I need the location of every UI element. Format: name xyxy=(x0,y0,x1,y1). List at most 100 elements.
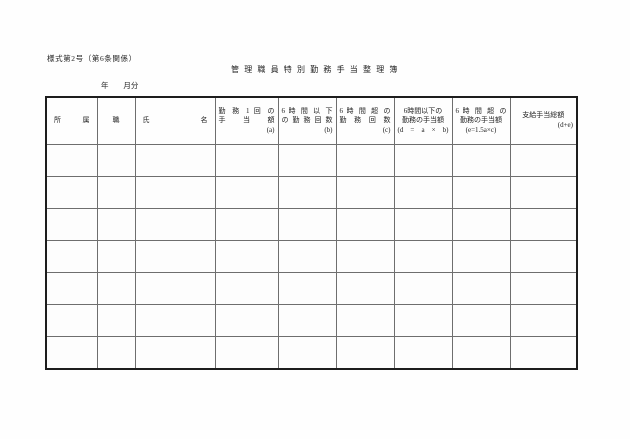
table-cell xyxy=(96,208,136,241)
table-cell xyxy=(393,304,453,337)
table-cell xyxy=(134,272,216,305)
table-cell xyxy=(335,208,395,241)
col-allowance-per-duty-header: 勤 務 1 回 の 手 当 額 (a) xyxy=(214,96,279,145)
table-cell xyxy=(45,240,98,273)
table-cell xyxy=(45,336,98,370)
table-cell xyxy=(96,304,136,337)
table-cell xyxy=(335,336,395,370)
table-cell xyxy=(393,336,453,370)
table-cell xyxy=(393,208,453,241)
table-cell xyxy=(96,176,136,209)
period-month-label: 月分 xyxy=(123,81,139,90)
table-cell xyxy=(335,144,395,177)
col-count-over-6h-header: 6 時 間 超 の 勤 務 回 数 (c) xyxy=(335,96,395,145)
table-cell xyxy=(277,304,337,337)
header-line: 勤務の手当額 xyxy=(402,116,444,125)
table-body xyxy=(45,144,578,370)
table-row xyxy=(45,176,578,209)
table-cell xyxy=(134,208,216,241)
table-cell xyxy=(393,144,453,177)
table-cell xyxy=(509,272,578,305)
table-cell xyxy=(335,176,395,209)
table-cell xyxy=(45,272,98,305)
table-cell xyxy=(45,208,98,241)
table-cell xyxy=(214,304,279,337)
period-year-label: 年 xyxy=(101,81,109,90)
table-cell xyxy=(509,304,578,337)
table-cell xyxy=(277,176,337,209)
table-cell xyxy=(393,176,453,209)
table-cell xyxy=(214,336,279,370)
table-cell xyxy=(277,272,337,305)
table-row xyxy=(45,144,578,177)
table-cell xyxy=(45,176,98,209)
table-cell xyxy=(214,272,279,305)
table-cell xyxy=(277,240,337,273)
col-position-header: 職 xyxy=(96,96,136,145)
header-line: 6 時 間 以 下 xyxy=(281,106,333,115)
header-line: の 勤 務 回 数 xyxy=(281,116,333,125)
table-row xyxy=(45,208,578,241)
col-name-header: 氏 名 xyxy=(134,96,216,145)
table-cell xyxy=(96,336,136,370)
header-line: 6 時 間 超 の xyxy=(455,106,507,115)
table-cell xyxy=(451,336,511,370)
table-cell xyxy=(451,304,511,337)
header-line: (a) xyxy=(266,125,275,134)
header-line: 手 当 額 xyxy=(218,116,275,125)
table-cell xyxy=(451,272,511,305)
table-cell xyxy=(451,240,511,273)
table-cell xyxy=(214,144,279,177)
table-cell xyxy=(335,304,395,337)
table-cell xyxy=(96,240,136,273)
table-cell xyxy=(45,144,98,177)
header-line: 職 xyxy=(112,116,120,125)
table-cell xyxy=(451,208,511,241)
table-cell xyxy=(509,336,578,370)
header-line: (c) xyxy=(382,125,391,134)
col-count-6h-or-less-header: 6 時 間 以 下 の 勤 務 回 数 (b) xyxy=(277,96,337,145)
header-line: 6時間以下の xyxy=(403,106,443,115)
table-cell xyxy=(335,272,395,305)
table-cell xyxy=(96,272,136,305)
table-cell xyxy=(134,240,216,273)
table-cell xyxy=(451,176,511,209)
table-row xyxy=(45,272,578,305)
table-cell xyxy=(509,176,578,209)
table-cell xyxy=(96,144,136,177)
table-cell xyxy=(45,304,98,337)
header-line: 所 属 xyxy=(54,116,90,125)
header-line: (d+e) xyxy=(557,121,573,129)
header-line: 支給手当総額 xyxy=(522,111,565,120)
table-cell xyxy=(509,144,578,177)
page-title: 管 理 職 員 特 別 勤 務 手 当 整 理 簿 xyxy=(231,65,399,74)
table-cell xyxy=(509,208,578,241)
col-affiliation-header: 所 属 xyxy=(45,96,98,145)
table-cell xyxy=(509,240,578,273)
table-cell xyxy=(277,144,337,177)
form-number: 様式第2号（第6条関係） xyxy=(47,54,137,63)
table-cell xyxy=(134,176,216,209)
header-line: 勤 務 回 数 xyxy=(339,116,391,125)
table-cell xyxy=(277,336,337,370)
header-line: (d = a × b) xyxy=(397,125,449,134)
col-total-paid-header: 支給手当総額 (d+e) xyxy=(509,96,578,145)
table-row xyxy=(45,304,578,337)
col-allowance-6h-or-less-header: 6時間以下の 勤務の手当額 (d = a × b) xyxy=(393,96,453,145)
table-cell xyxy=(393,272,453,305)
table-cell xyxy=(451,144,511,177)
table-cell xyxy=(277,208,337,241)
table-cell xyxy=(214,176,279,209)
header-line: (b) xyxy=(324,125,333,134)
header-line: (e=1.5a×c) xyxy=(465,125,497,134)
table-cell xyxy=(134,144,216,177)
table-cell xyxy=(134,336,216,370)
allowance-table: 所 属 職 氏 名 勤 務 1 回 の 手 当 額 (a) 6 時 間 以 下 … xyxy=(45,96,578,370)
period-line: 年 月分 xyxy=(101,80,138,91)
table-cell xyxy=(214,208,279,241)
table-row xyxy=(45,336,578,370)
table-header: 所 属 職 氏 名 勤 務 1 回 の 手 当 額 (a) 6 時 間 以 下 … xyxy=(45,96,578,145)
table-row xyxy=(45,240,578,273)
header-line: 氏 名 xyxy=(142,116,208,125)
